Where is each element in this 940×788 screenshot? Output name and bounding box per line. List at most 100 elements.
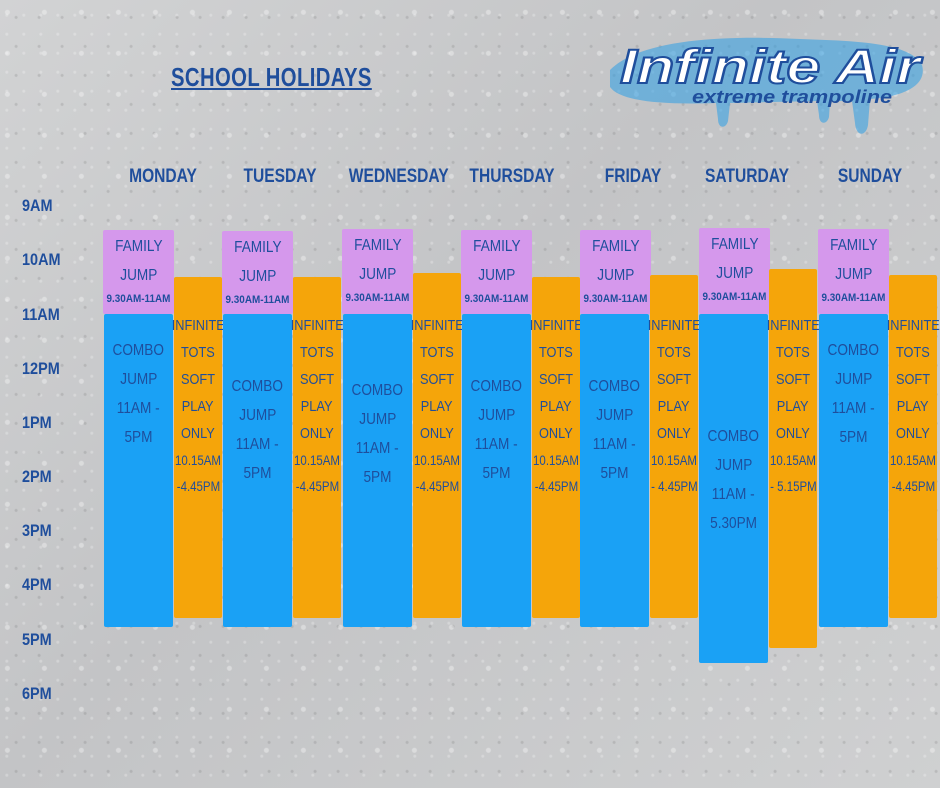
day-header: MONDAY [129, 166, 197, 187]
combo-jump-label: COMBO [231, 378, 284, 395]
infinite-tots-label: SOFT [776, 371, 810, 388]
combo-jump-label: JUMP [238, 407, 277, 424]
infinite-tots-label: PLAY [777, 398, 809, 415]
time-label: 10AM [22, 250, 61, 269]
family-jump-label: FAMILY [829, 237, 878, 254]
combo-jump-label: JUMP [358, 411, 397, 428]
infinite-tots-time: 10.15AM [175, 452, 221, 468]
infinite-tots-label: SOFT [300, 371, 334, 388]
combo-jump-block: COMBO JUMP 11AM - 5PM [462, 314, 531, 627]
combo-jump-label: 5PM [124, 429, 153, 446]
time-label: 5PM [22, 630, 52, 649]
infinite-tots-label: TOTS [896, 344, 930, 361]
combo-jump-label: 11AM - [712, 486, 755, 503]
infinite-tots-time: -4.45PM [534, 478, 578, 494]
logo-tagline-text: extreme trampoline [692, 87, 892, 107]
combo-jump-label: COMBO [707, 428, 760, 445]
infinite-tots-time: -4.45PM [415, 478, 459, 494]
infinite-tots-block: INFINITE TOTS SOFT PLAY ONLY 10.15AM -4.45PM [886, 275, 940, 618]
combo-jump-block: COMBO JUMP 11AM - 5PM [819, 314, 888, 627]
infinite-tots-label: ONLY [420, 425, 454, 442]
infinite-tots-label: SOFT [539, 371, 573, 388]
family-jump-label: JUMP [119, 267, 158, 284]
infinite-tots-label: PLAY [301, 398, 333, 415]
combo-jump-label: 5PM [243, 465, 272, 482]
combo-jump-label: 11AM - [117, 400, 160, 417]
infinite-tots-label: ONLY [300, 425, 334, 442]
family-jump-label: FAMILY [710, 236, 759, 253]
time-label: 2PM [22, 467, 52, 486]
family-jump-block: FAMILY JUMP 9.30AM-11AM [699, 228, 770, 314]
infinite-tots-label: INFINITE [529, 317, 583, 334]
time-label: 9AM [22, 196, 53, 215]
combo-jump-label: 5PM [600, 465, 629, 482]
infinite-tots-label: TOTS [776, 344, 810, 361]
family-jump-time: 9.30AM-11AM [821, 292, 886, 304]
time-label: 4PM [22, 575, 52, 594]
infinite-tots-time: 10.15AM [414, 452, 460, 468]
infinite-tots-block: INFINITE TOTS SOFT PLAY ONLY 10.15AM - 5.15PM [766, 269, 820, 648]
infinite-tots-block: INFINITE TOTS SOFT PLAY ONLY 10.15AM -4.45PM [171, 277, 225, 618]
combo-jump-label: JUMP [119, 371, 158, 388]
day-header: WEDNESDAY [348, 166, 449, 187]
infinite-tots-label: TOTS [657, 344, 691, 361]
combo-jump-label: 11AM - [593, 436, 636, 453]
infinite-tots-label: INFINITE [290, 317, 344, 334]
infinite-tots-time: -4.45PM [891, 478, 935, 494]
infinite-tots-label: ONLY [539, 425, 573, 442]
combo-jump-block: COMBO JUMP 11AM - 5.30PM [699, 314, 768, 663]
family-jump-block: FAMILY JUMP 9.30AM-11AM [342, 229, 413, 314]
family-jump-time: 9.30AM-11AM [225, 294, 290, 306]
time-label: 12PM [22, 359, 60, 378]
family-jump-label: FAMILY [233, 239, 282, 256]
infinite-tots-time: 10.15AM [294, 452, 340, 468]
family-jump-block: FAMILY JUMP 9.30AM-11AM [580, 230, 651, 314]
combo-jump-block: COMBO JUMP 11AM - 5PM [343, 314, 412, 627]
day-header: TUESDAY [243, 166, 317, 187]
family-jump-time: 9.30AM-11AM [345, 292, 410, 304]
time-label: 1PM [22, 413, 52, 432]
time-label: 3PM [22, 521, 52, 540]
infinite-tots-label: ONLY [657, 425, 691, 442]
infinite-tots-block: INFINITE TOTS SOFT PLAY ONLY 10.15AM - 4.45PM [647, 275, 701, 618]
family-jump-block: FAMILY JUMP 9.30AM-11AM [461, 230, 532, 314]
family-jump-time: 9.30AM-11AM [464, 293, 529, 305]
combo-jump-label: 5PM [839, 429, 868, 446]
infinite-tots-time: -4.45PM [295, 478, 339, 494]
infinite-tots-time: - 5.15PM [769, 478, 817, 494]
family-jump-label: JUMP [238, 268, 277, 285]
time-label: 11AM [22, 305, 60, 324]
infinite-tots-label: INFINITE [886, 317, 940, 334]
infinite-tots-time: 10.15AM [890, 452, 936, 468]
combo-jump-block: COMBO JUMP 11AM - 5PM [223, 314, 292, 627]
logo-brand-text: Infinite Air [620, 41, 923, 94]
combo-jump-block: COMBO JUMP 11AM - 5PM [580, 314, 649, 627]
combo-jump-label: COMBO [827, 342, 880, 359]
infinite-tots-label: ONLY [181, 425, 215, 442]
combo-jump-label: JUMP [834, 371, 873, 388]
combo-jump-label: COMBO [470, 378, 523, 395]
family-jump-label: JUMP [834, 266, 873, 283]
combo-jump-label: COMBO [351, 382, 404, 399]
combo-jump-label: 11AM - [356, 440, 399, 457]
combo-jump-label: 5.30PM [710, 515, 757, 532]
day-header: SUNDAY [837, 166, 903, 187]
infinite-tots-label: PLAY [540, 398, 572, 415]
infinite-tots-label: PLAY [897, 398, 929, 415]
infinite-tots-label: SOFT [181, 371, 215, 388]
infinite-tots-time: -4.45PM [176, 478, 220, 494]
time-label: 6PM [22, 684, 52, 703]
combo-jump-block: COMBO JUMP 11AM - 5PM [104, 314, 173, 627]
family-jump-label: FAMILY [591, 238, 640, 255]
infinite-tots-label: SOFT [657, 371, 691, 388]
family-jump-block: FAMILY JUMP 9.30AM-11AM [222, 231, 293, 314]
infinite-tots-label: TOTS [300, 344, 334, 361]
infinite-tots-label: ONLY [896, 425, 930, 442]
infinite-tots-time: 10.15AM [770, 452, 816, 468]
infinite-tots-label: SOFT [896, 371, 930, 388]
infinite-tots-label: TOTS [539, 344, 573, 361]
infinite-tots-label: TOTS [420, 344, 454, 361]
family-jump-label: FAMILY [472, 238, 521, 255]
infinite-tots-label: PLAY [658, 398, 690, 415]
day-header: FRIDAY [604, 166, 662, 187]
